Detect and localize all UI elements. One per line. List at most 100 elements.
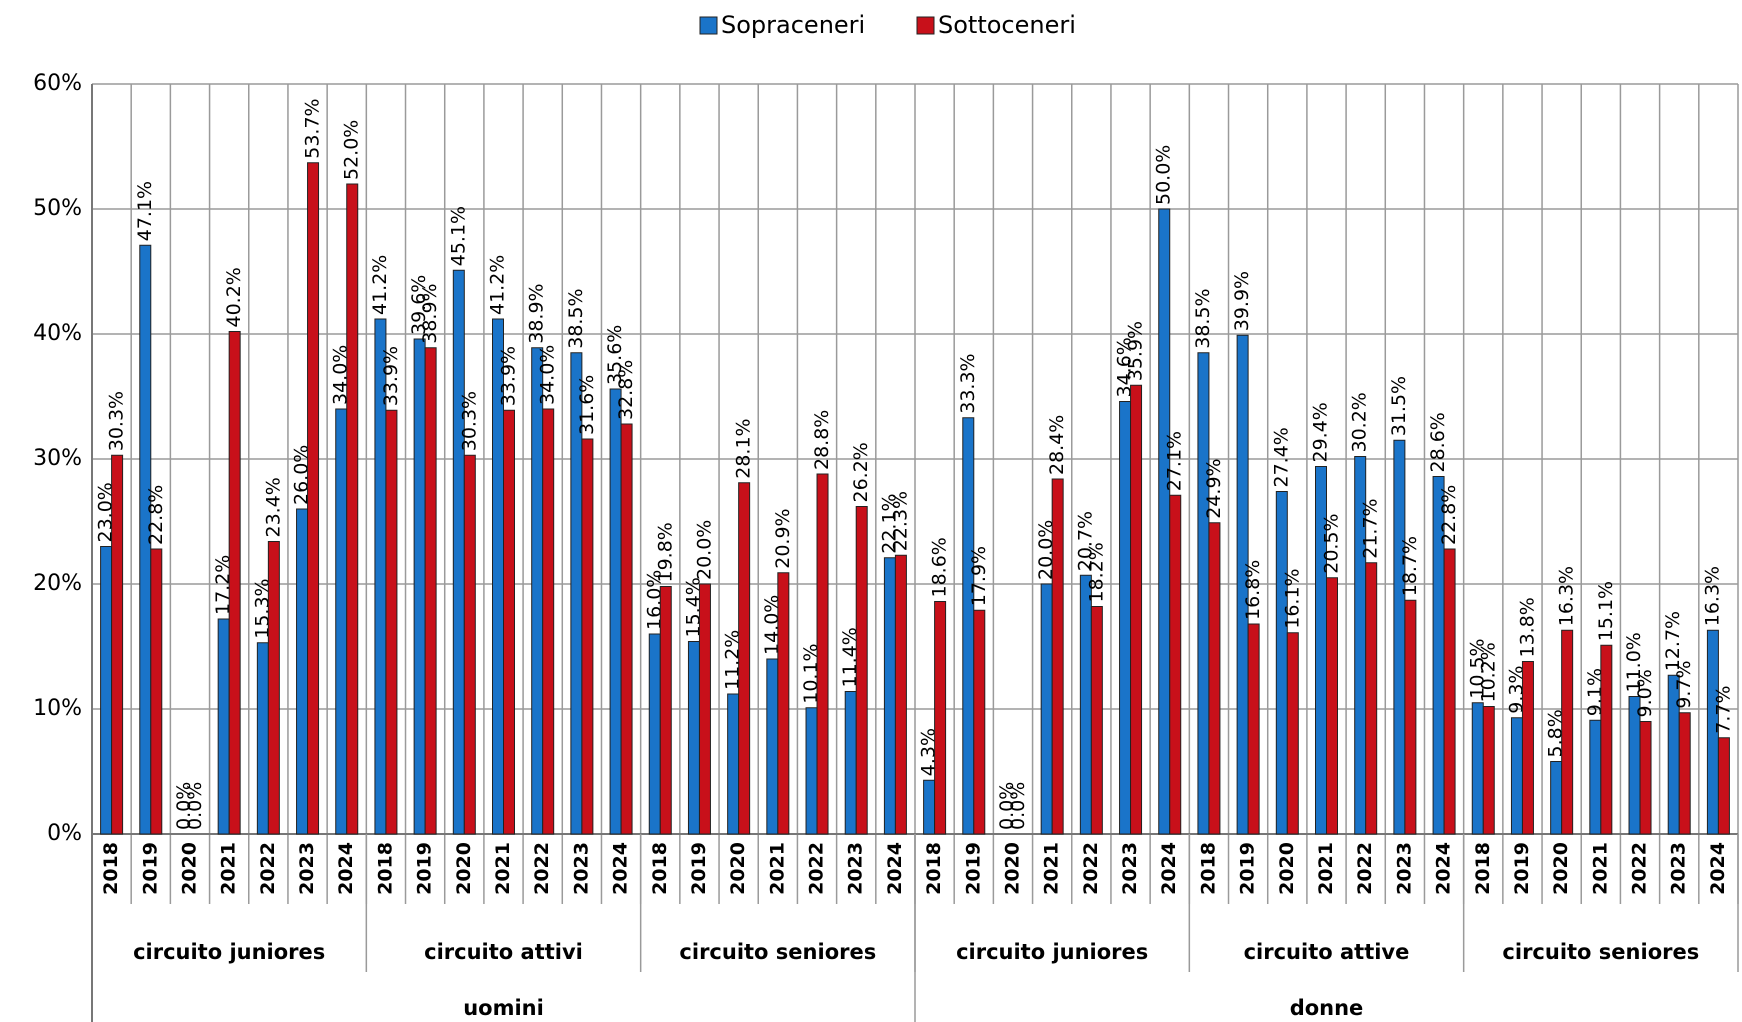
x-tick-label: 2020 (1276, 842, 1298, 895)
bar (424, 347, 437, 835)
value-label: 21.7% (1360, 498, 1382, 558)
y-tick-label: 60% (33, 71, 82, 96)
x-tick-label: 2018 (1472, 842, 1494, 895)
bar (307, 162, 320, 835)
value-label: 16.8% (1242, 560, 1264, 620)
value-label: 11.0% (1623, 632, 1645, 692)
bar (1510, 717, 1523, 835)
x-tick-label: 2023 (845, 842, 867, 895)
bar (296, 508, 309, 835)
value-label: 34.0% (537, 345, 559, 405)
legend-swatch (916, 16, 935, 35)
x-tick-label: 2024 (884, 842, 906, 895)
x-tick-label: 2020 (727, 842, 749, 895)
value-label: 40.2% (223, 267, 245, 327)
x-tick-label: 2023 (570, 842, 592, 895)
bar (1286, 632, 1299, 835)
bar (727, 693, 740, 835)
x-tick-label: 2024 (1158, 842, 1180, 895)
y-tick-label: 50% (33, 196, 82, 221)
value-label: 13.8% (1516, 597, 1538, 657)
bar (687, 641, 700, 835)
y-tick-label: 0% (47, 821, 82, 846)
value-label: 24.9% (1203, 458, 1225, 518)
value-label: 12.7% (1662, 611, 1684, 671)
x-tick-label: 2018 (923, 842, 945, 895)
value-label: 20.0% (693, 520, 715, 580)
value-label: 18.6% (929, 537, 951, 597)
value-label: 33.9% (380, 346, 402, 406)
value-label: 22.1% (878, 493, 900, 553)
value-label: 22.8% (145, 485, 167, 545)
x-tick-label: 2021 (492, 842, 514, 895)
bar (1197, 352, 1210, 835)
value-label: 9.7% (1673, 660, 1695, 708)
bar (581, 438, 594, 835)
value-label: 20.7% (1074, 511, 1096, 571)
x-tick-label: 2023 (1119, 842, 1141, 895)
x-tick-label: 2024 (610, 842, 632, 895)
bar (1600, 644, 1613, 835)
value-label: 16.3% (1556, 566, 1578, 626)
value-label: 39.6% (408, 275, 430, 335)
value-label: 38.5% (1192, 288, 1214, 348)
x-tick-label: 2021 (1315, 842, 1337, 895)
bar (816, 473, 829, 835)
bar (1393, 439, 1406, 835)
x-tick-label: 2023 (1668, 842, 1690, 895)
bar (1247, 623, 1260, 835)
bar (1471, 702, 1484, 835)
bar (1236, 334, 1249, 835)
bar (844, 691, 857, 835)
x-tick-label: 2022 (257, 842, 279, 895)
bar (894, 554, 907, 835)
value-label: 47.1% (134, 181, 156, 241)
x-tick-label: 2019 (688, 842, 710, 895)
bar (1365, 562, 1378, 835)
value-label: 0.0% (184, 782, 206, 830)
value-label: 0.0% (173, 782, 195, 830)
value-label: 39.9% (1231, 271, 1253, 331)
value-label: 35.9% (1125, 321, 1147, 381)
x-tick-label: 2019 (962, 842, 984, 895)
x-tick-label: 2022 (806, 842, 828, 895)
value-label: 45.1% (447, 206, 469, 266)
bar (1589, 719, 1602, 835)
bar (503, 409, 515, 835)
value-label: 17.9% (968, 546, 990, 606)
bar (413, 338, 426, 835)
value-label: 7.7% (1712, 685, 1734, 733)
value-label: 41.2% (369, 255, 391, 315)
bar (855, 506, 868, 835)
x-tick-label: 2018 (1197, 842, 1219, 895)
x-tick-label: 2019 (139, 842, 161, 895)
x-tick-label: 2020 (178, 842, 200, 895)
x-tick-label: 2023 (1393, 842, 1415, 895)
value-label: 29.4% (1310, 402, 1332, 462)
value-label: 16.1% (1281, 568, 1303, 628)
bar (452, 269, 465, 835)
value-label: 16.3% (1701, 566, 1723, 626)
bar (1482, 706, 1495, 835)
value-label: 22.8% (1438, 485, 1460, 545)
bar (256, 642, 269, 835)
value-label: 27.4% (1270, 427, 1292, 487)
value-label: 30.3% (106, 391, 128, 451)
bar (923, 779, 936, 835)
value-label: 38.5% (565, 288, 587, 348)
value-label: 30.3% (458, 391, 480, 451)
bar (335, 408, 348, 835)
bar (463, 454, 476, 835)
value-label: 38.9% (419, 283, 441, 343)
value-label: 41.2% (487, 255, 509, 315)
bar (1717, 737, 1730, 835)
legend-label: Sottoceneri (938, 11, 1076, 39)
bar (1169, 494, 1182, 835)
value-label: 26.2% (850, 442, 872, 502)
bar (1275, 491, 1288, 835)
bar (1639, 721, 1652, 835)
x-tick-label: 2019 (1237, 842, 1259, 895)
x-tick-label: 2021 (218, 842, 240, 895)
x-tick-label: 2024 (1707, 842, 1729, 895)
bar (1706, 629, 1719, 835)
